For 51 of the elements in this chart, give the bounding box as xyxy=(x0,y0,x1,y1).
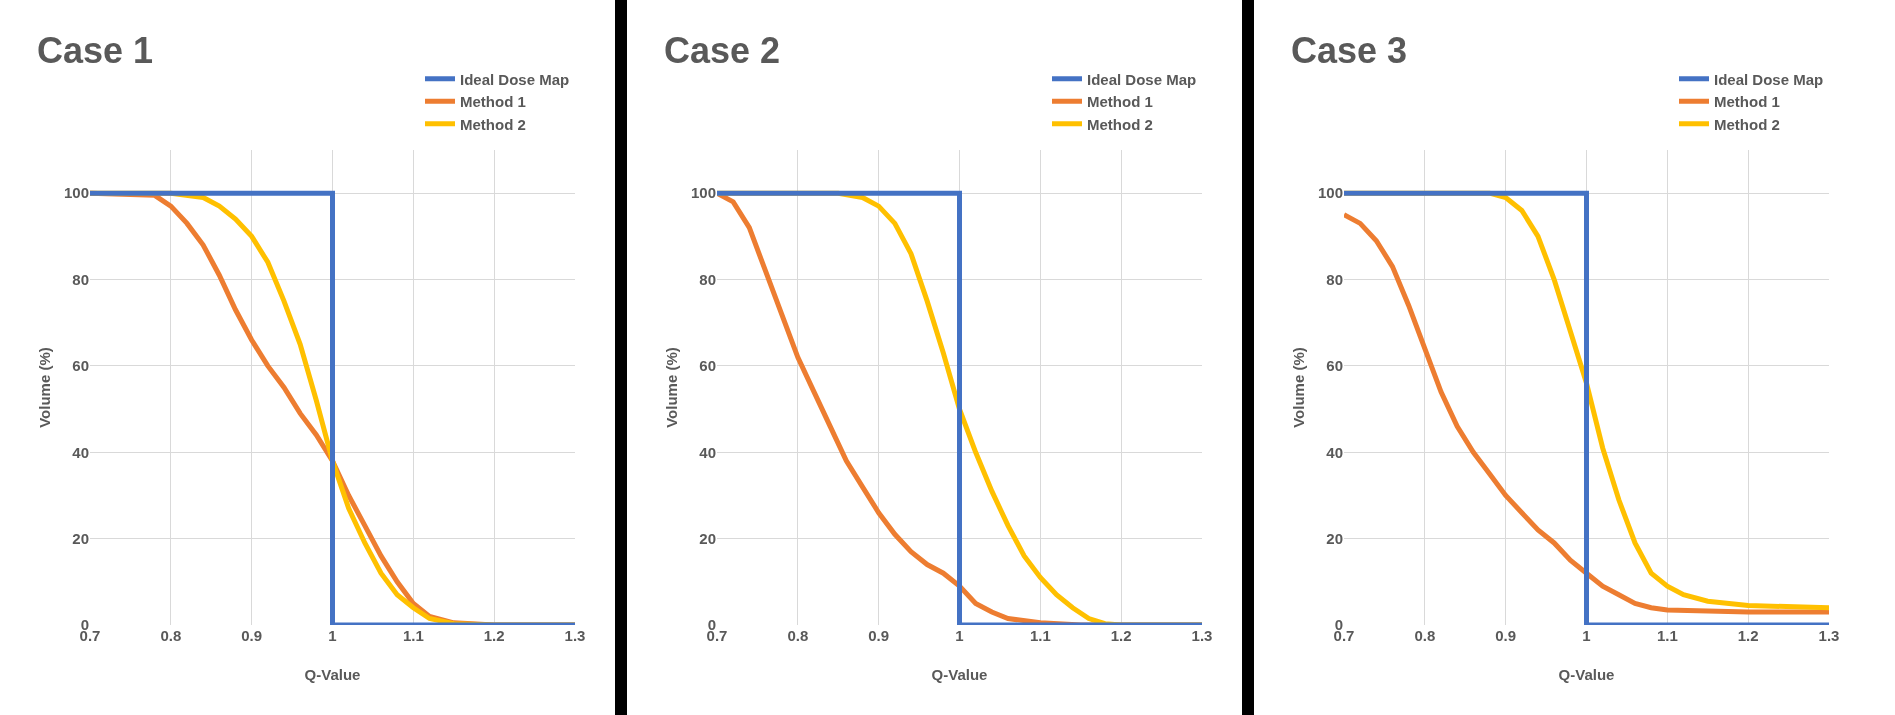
legend-label: Ideal Dose Map xyxy=(460,70,570,88)
x-axis-title: Q-Value xyxy=(304,666,361,683)
x-tick-label: 1.3 xyxy=(1191,627,1213,644)
legend-label: Method 1 xyxy=(1087,93,1153,111)
y-axis-title: Volume (%) xyxy=(1290,347,1307,428)
legend-label: Ideal Dose Map xyxy=(1714,70,1824,88)
x-tick-label: 0.9 xyxy=(241,627,263,644)
y-axis-title: Volume (%) xyxy=(36,347,53,428)
x-tick-label: 0.9 xyxy=(1495,627,1517,644)
x-tick-label: 1 xyxy=(955,627,964,644)
y-tick-label: 40 xyxy=(1326,443,1343,461)
legend-label: Method 2 xyxy=(1087,115,1153,133)
y-tick-label: 80 xyxy=(1326,270,1343,288)
y-tick-label: 100 xyxy=(690,184,716,202)
x-tick-label: 0.8 xyxy=(787,627,809,644)
x-tick-label: 1.2 xyxy=(1737,627,1759,644)
x-tick-label: 1.1 xyxy=(1656,627,1678,644)
y-tick-label: 80 xyxy=(699,270,716,288)
chart-title: Case 2 xyxy=(663,29,780,71)
legend-label: Method 2 xyxy=(460,115,526,133)
x-tick-label: 1.3 xyxy=(564,627,586,644)
x-tick-label: 1.2 xyxy=(1110,627,1132,644)
legend-label: Method 1 xyxy=(1714,93,1780,111)
x-tick-label: 0.8 xyxy=(1414,627,1436,644)
y-tick-label: 40 xyxy=(72,443,89,461)
x-axis-title: Q-Value xyxy=(1558,666,1615,683)
y-tick-label: 80 xyxy=(72,270,89,288)
y-tick-label: 60 xyxy=(699,357,716,375)
x-tick-label: 1.2 xyxy=(483,627,505,644)
y-tick-label: 20 xyxy=(72,529,89,547)
y-axis-title: Volume (%) xyxy=(663,347,680,428)
y-tick-label: 60 xyxy=(72,357,89,375)
x-tick-label: 0.8 xyxy=(160,627,182,644)
y-tick-label: 20 xyxy=(1326,529,1343,547)
x-tick-label: 1 xyxy=(1582,627,1591,644)
x-tick-label: 1 xyxy=(328,627,337,644)
y-tick-label: 40 xyxy=(699,443,716,461)
y-tick-label: 100 xyxy=(63,184,89,202)
chart-title: Case 1 xyxy=(36,29,153,71)
y-tick-label: 100 xyxy=(1317,184,1343,202)
legend-label: Method 1 xyxy=(460,93,526,111)
legend-label: Ideal Dose Map xyxy=(1087,70,1197,88)
x-tick-label: 1.3 xyxy=(1818,627,1840,644)
y-tick-label: 20 xyxy=(699,529,716,547)
x-tick-label: 0.9 xyxy=(868,627,890,644)
y-tick-label: 60 xyxy=(1326,357,1343,375)
chart-title: Case 3 xyxy=(1290,29,1407,71)
legend-label: Method 2 xyxy=(1714,115,1780,133)
x-tick-label: 1.1 xyxy=(402,627,424,644)
x-axis-title: Q-Value xyxy=(931,666,988,683)
x-tick-label: 1.1 xyxy=(1029,627,1051,644)
